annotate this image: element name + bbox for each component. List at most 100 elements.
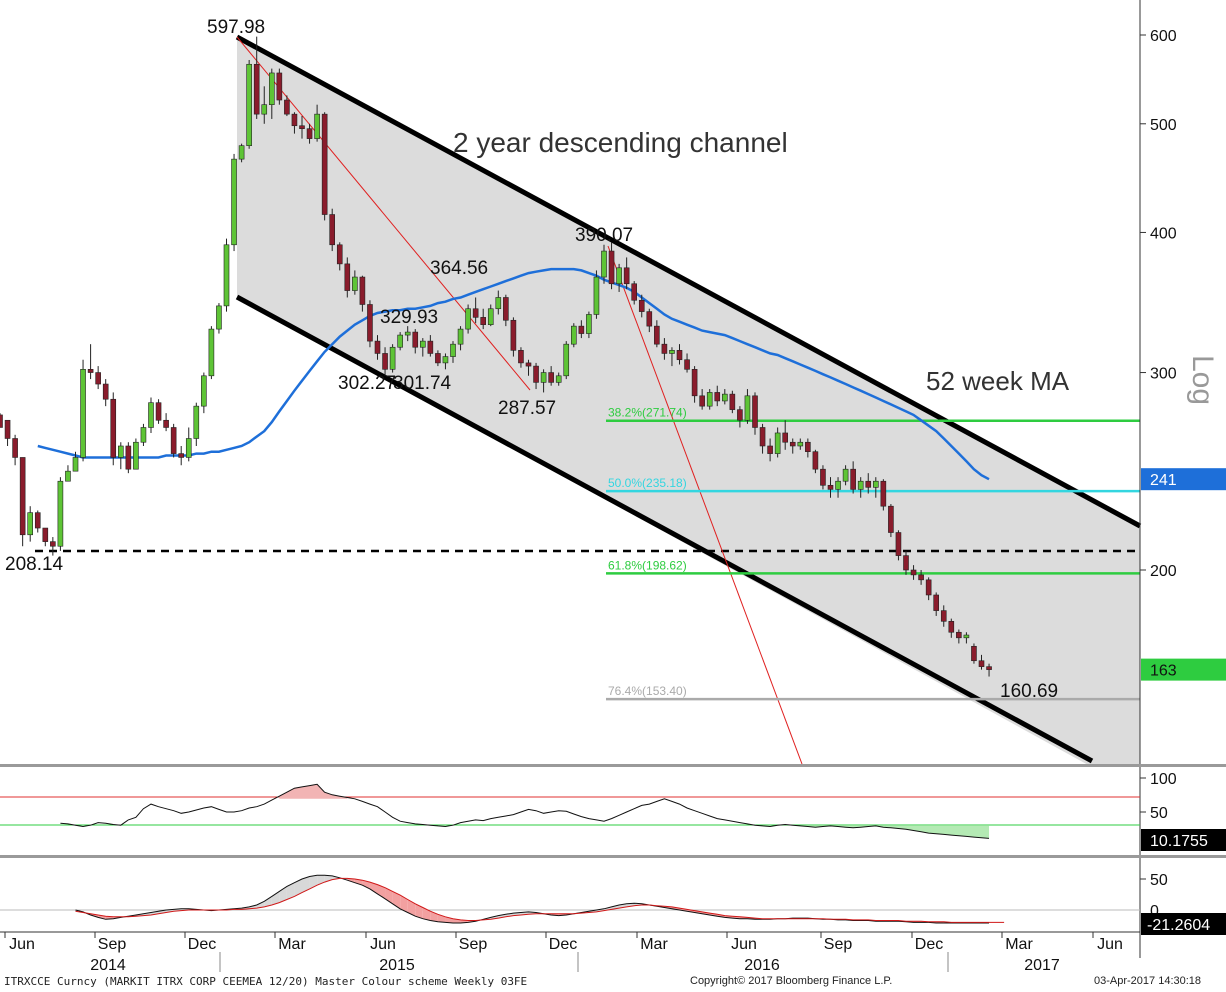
- macd-fill: [354, 879, 363, 886]
- candle-body: [503, 297, 509, 321]
- fib-level-label: 61.8%(198.62): [608, 558, 687, 572]
- candle-body: [163, 419, 169, 428]
- rsi-zone-fill: [800, 825, 990, 839]
- macd-fill: [415, 903, 423, 919]
- candle-body: [87, 369, 94, 373]
- month-label: Dec: [549, 936, 577, 953]
- candle-body: [34, 512, 41, 529]
- candle-body: [699, 395, 705, 407]
- candle-body: [661, 343, 668, 354]
- label-160: 160.69: [1000, 681, 1058, 702]
- candle-body: [140, 427, 147, 443]
- annotation-ma: 52 week MA: [926, 366, 1070, 396]
- month-label: Mar: [278, 936, 306, 953]
- candle-body: [646, 311, 653, 327]
- candle-body: [238, 145, 245, 160]
- candle-body: [170, 427, 177, 454]
- candle-body: [193, 405, 200, 439]
- fibonacci-levels: 38.2%(271.74) 50.0%(235.18) 61.8%(198.62) 7…: [606, 406, 1140, 701]
- candle-body: [797, 441, 804, 447]
- candle-body: [133, 441, 139, 470]
- macd-fill: [271, 891, 280, 906]
- candle-body: [359, 276, 366, 305]
- candle-body: [978, 660, 985, 667]
- macd-fill: [369, 882, 378, 894]
- month-label: Jun: [731, 936, 757, 953]
- rsi-panel: 100 50 10.1755: [0, 771, 1226, 851]
- candle-body: [925, 579, 932, 596]
- candle-body: [208, 328, 215, 377]
- candle-body: [487, 308, 494, 325]
- main-price-panel: 38.2%(271.74) 50.0%(235.18) 61.8%(198.62) 7…: [0, 17, 1142, 766]
- candle-body: [480, 317, 487, 325]
- candle-body: [706, 392, 713, 407]
- rsi-value-label: 10.1755: [1150, 833, 1208, 850]
- candle-body: [185, 438, 192, 458]
- y-tick-label: 600: [1150, 28, 1177, 45]
- candle-body: [336, 244, 343, 265]
- candlesticks: [0, 36, 992, 677]
- candle-body: [42, 527, 49, 542]
- macd-fill: [407, 899, 416, 917]
- candle-body: [367, 304, 373, 342]
- macd-panel: 50 0 -21.2604: [0, 872, 1226, 935]
- label-302: 302.27: [338, 373, 396, 394]
- label-390: 390.07: [575, 225, 633, 246]
- candle-body: [155, 402, 162, 421]
- candle-body: [759, 427, 766, 447]
- candle-body: [548, 372, 554, 383]
- year-label: 2017: [1024, 957, 1060, 974]
- label-329: 329.93: [380, 307, 438, 328]
- macd-tick-0: 0: [1150, 903, 1159, 920]
- candle-body: [419, 340, 426, 348]
- candle-body: [412, 331, 419, 348]
- candle-body: [631, 283, 638, 301]
- candle-body: [729, 393, 736, 410]
- candle-body: [956, 631, 962, 639]
- candle-body: [12, 438, 18, 458]
- macd-value-tag: [1141, 913, 1226, 935]
- candle-body: [314, 113, 320, 139]
- candle-body: [253, 63, 260, 115]
- macd-tick-50: 50: [1150, 872, 1168, 889]
- candle-body: [691, 369, 698, 397]
- macd-fill: [158, 910, 167, 914]
- candle-body: [654, 325, 660, 345]
- channel-upper-line: [235, 34, 1142, 529]
- candle-body: [812, 451, 819, 470]
- month-label: Jun: [9, 936, 35, 953]
- candle-body: [782, 432, 789, 443]
- candle-body: [268, 72, 275, 105]
- candle-body: [857, 480, 864, 490]
- rsi-zone-fill: [279, 784, 348, 799]
- rsi-tick-50: 50: [1150, 805, 1168, 822]
- macd-fill: [151, 911, 159, 915]
- candle-body: [518, 350, 524, 364]
- candle-body: [284, 99, 290, 115]
- month-label: Sep: [98, 936, 127, 953]
- candle-body: [0, 414, 3, 428]
- candle-body: [525, 362, 532, 367]
- candle-body: [986, 666, 992, 670]
- candle-body: [4, 419, 11, 439]
- macd-fast-line: [75, 874, 989, 924]
- candle-body: [789, 441, 796, 447]
- panel-separator-1: [0, 764, 1226, 767]
- candle-body: [329, 214, 336, 246]
- macd-fill: [264, 896, 272, 907]
- fib-fan-line-1: [236, 36, 531, 391]
- candle-body: [752, 395, 758, 428]
- fib-level-label: 50.0%(235.18): [608, 476, 687, 490]
- candle-body: [540, 372, 547, 383]
- month-label: Mar: [1005, 936, 1033, 953]
- candle-body: [684, 359, 690, 370]
- candle-body: [850, 468, 856, 490]
- candle-body: [910, 569, 917, 576]
- macd-value-label: -21.2604: [1147, 917, 1210, 934]
- macd-fill: [392, 891, 401, 909]
- candle-body: [971, 645, 977, 662]
- label-301: 301.74: [393, 373, 452, 394]
- log-scale-label: Log: [1186, 355, 1219, 405]
